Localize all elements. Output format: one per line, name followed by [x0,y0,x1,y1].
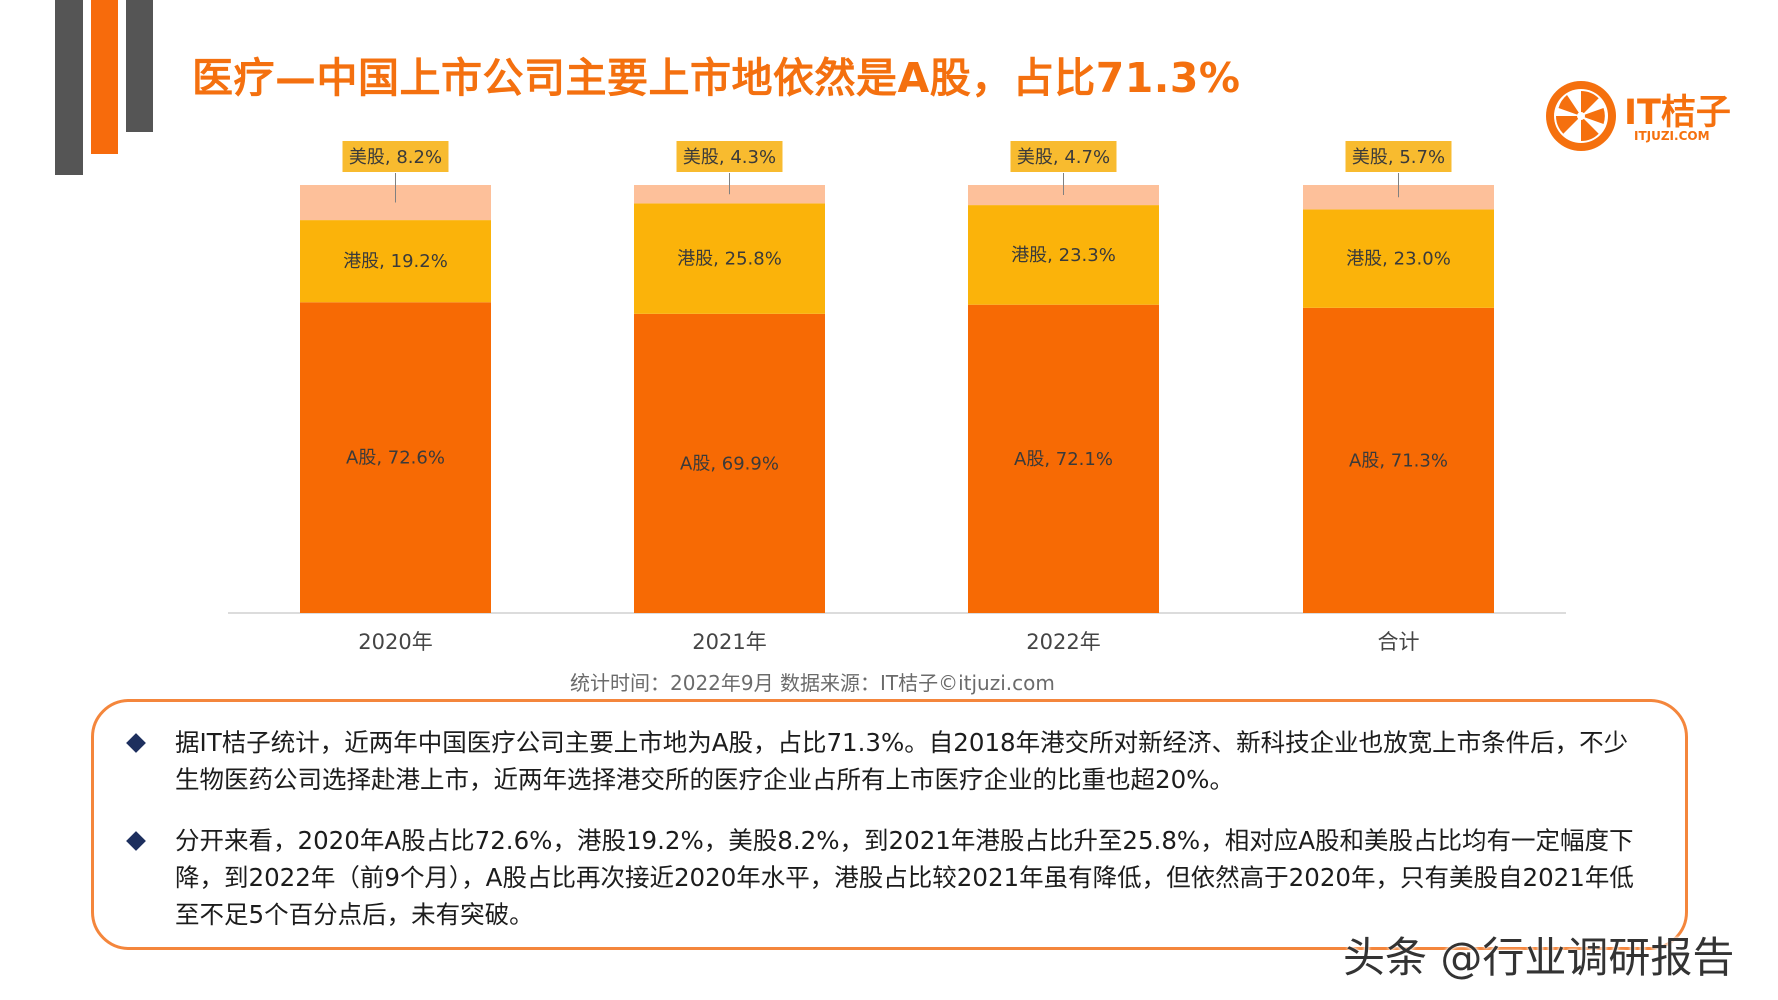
data-label: A股, 72.1% [1014,449,1113,470]
x-tick-label: 2021年 [692,630,766,654]
bar-segment-a-share [1303,307,1494,613]
data-label: 美股, 4.3% [683,147,776,168]
data-label: 港股, 23.3% [1011,245,1116,266]
stacked-bar-chart: A股, 72.6% 港股, 19.2% 美股, 8.2% 2020年 A股, 69.9%… [228,141,1566,654]
data-source-note: 统计时间：2022年9月 数据来源：IT桔子©itjuzi.com [570,671,1055,695]
x-tick-label: 合计 [1378,630,1420,654]
callout-box [1010,141,1117,172]
decor-bar-gray-2 [126,0,153,132]
callout-box [676,141,783,172]
callout-box [1345,141,1452,172]
callout-box [342,141,449,172]
bar-segment-hk-share [1303,209,1494,308]
diamond-bullet-icon [126,733,146,753]
data-label: A股, 69.9% [680,453,779,474]
decor-bar-orange [91,0,118,154]
diamond-bullet-icon [126,831,146,851]
bar-segment-a-share [968,304,1159,613]
x-tick-label: 2020年 [358,630,432,654]
data-label: 港股, 25.8% [677,249,782,270]
itjuzi-logo: IT桔子 ITJUZI.COM [1543,78,1743,158]
note-text: 据IT桔子统计，近两年中国医疗公司主要上市地为A股，占比71.3%。自2018年… [175,728,1629,794]
bar-segment-hk-share [634,203,825,314]
bar-segment-hk-share [968,205,1159,305]
bar-segment-hk-share [300,220,491,303]
x-tick-label: 2022年 [1026,630,1100,654]
data-label: A股, 72.6% [346,448,445,469]
data-label: 港股, 23.0% [1346,249,1451,270]
watermark: 头条 @行业调研报告 [1343,933,1735,982]
data-label: 港股, 19.2% [343,251,448,272]
data-label: 美股, 5.7% [1352,147,1445,168]
logo-text: IT桔子 [1624,93,1731,133]
bar-segment-a-share [300,302,491,613]
bar-segment-a-share [634,313,825,613]
orange-slice-icon [1546,81,1616,151]
data-label: 美股, 8.2% [349,147,442,168]
page-title: 医疗—中国上市公司主要上市地依然是A股，占比71.3% [192,54,1241,102]
logo-subtext: ITJUZI.COM [1634,129,1710,143]
data-label: A股, 71.3% [1349,450,1448,471]
notes-box: 据IT桔子统计，近两年中国医疗公司主要上市地为A股，占比71.3%。自2018年… [91,699,1688,950]
note-text: 分开来看，2020年A股占比72.6%，港股19.2%，美股8.2%，到2021… [175,826,1634,929]
data-label: 美股, 4.7% [1017,147,1110,168]
decor-bar-gray-1 [55,0,83,175]
